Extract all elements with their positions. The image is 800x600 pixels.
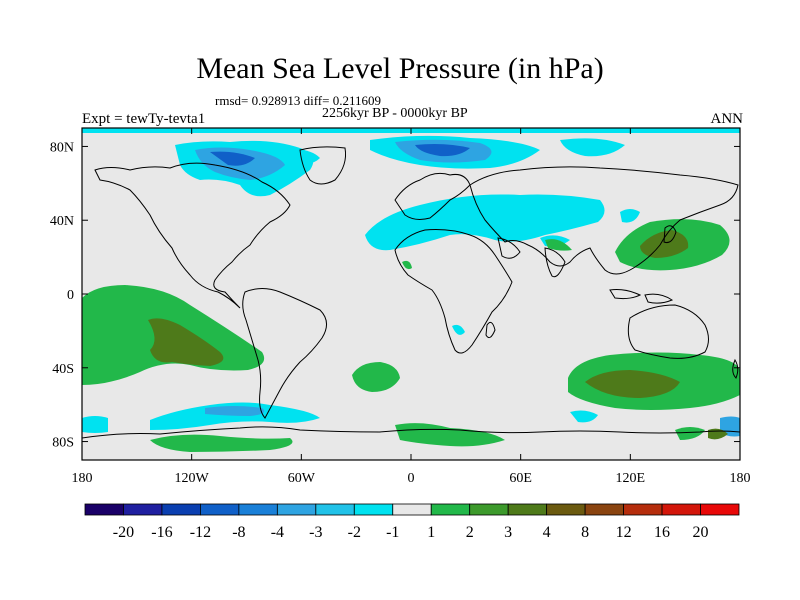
coastlines [82,146,740,439]
asia-coast [469,166,739,275]
india-coast [544,247,566,278]
plot-background [82,128,740,460]
northwest-pacific-high-core [640,230,689,258]
lat-tick-label: 40S [52,362,74,377]
colorbar-swatch [84,503,124,516]
east-asia-low-cell [620,209,640,223]
new-zealand-coast [732,358,739,379]
colorbar-swatch [546,503,586,516]
greenland-coast [299,146,346,185]
south-atlantic-high [352,362,400,392]
lon-tick-label: 120W [175,471,210,486]
eurasia-arctic-low-center [415,144,470,157]
stats-text: rmsd= 0.928913 diff= 0.211609 [215,93,381,108]
north-america-low-center [210,151,255,166]
lon-tick-label: 180 [730,471,751,486]
colorbar-swatch [353,503,394,516]
lon-tick-label: 180 [72,471,93,486]
north-america-coast [94,162,291,309]
lat-tick-label: 40N [50,214,74,229]
colorbar-swatch [276,503,317,516]
lon-tick-label: 60W [288,471,316,486]
colorbar-label: 3 [504,524,512,541]
south-africa-low-cell [452,324,465,335]
colorbar-label: -4 [271,524,284,541]
antarctic-high-west [150,434,293,452]
experiment-label: Expt = tewTy-tevta1 [82,111,206,127]
colorbar: -20 -16 -12 -8 -4 -3 -2 -1 1 2 3 4 8 12 16 20 [84,503,740,541]
ross-sea-low [82,416,108,433]
colorbar-label: 8 [581,524,589,541]
colorbar-swatch [392,503,432,516]
colorbar-swatch [700,503,740,516]
pressure-anomaly-field [82,128,740,452]
south-america-coast [242,288,327,419]
antarctic-high-atlantic [395,423,505,447]
lon-tick-label: 0 [408,471,415,486]
southern-ocean-low-core [205,406,265,416]
colorbar-label: 2 [466,524,474,541]
axis-ticks: 180 120W 60W 0 60E 120E 180 80N 40N 0 40S 80S [50,128,751,486]
colorbar-label: -12 [190,524,211,541]
indian-ocean-high-core [585,370,680,398]
africa-coast [394,229,513,354]
southern-ocean-low [150,402,320,430]
lat-tick-label: 80N [50,140,74,155]
colorbar-swatch [161,503,201,516]
colorbar-swatch [469,503,509,516]
japan-coast [663,225,677,243]
colorbar-label: -16 [151,524,172,541]
indonesia-coast [609,289,642,300]
colorbar-swatch [623,503,663,516]
colorbar-label: 1 [427,524,435,541]
colorbar-swatch [507,503,548,516]
antarctic-low-cell [570,410,598,423]
colorbar-label: -3 [309,524,322,541]
india-high-cell [545,239,572,251]
arabia-coast [497,237,521,259]
lat-tick-label: 80S [52,436,74,451]
colorbar-swatch [661,503,701,516]
colorbar-label: 12 [616,524,632,541]
colorbar-label: -1 [386,524,399,541]
colorbar-swatch [430,503,471,516]
lon-tick-label: 120E [616,471,646,486]
greenland-low-cell [290,149,320,164]
season-label: ANN [710,111,744,127]
southeast-pacific-high-core [148,318,224,366]
new-guinea-coast [644,293,674,304]
colorbar-label: 4 [543,524,551,541]
colorbar-label: 20 [693,524,709,541]
eurasia-midlat-low [365,194,605,251]
lat-tick-label: 0 [67,288,74,303]
colorbar-swatch [584,503,624,516]
colorbar-label: 16 [654,524,670,541]
colorbar-swatch [123,503,163,516]
madagascar-coast [485,321,496,339]
colorbar-swatch [200,503,240,516]
west-africa-high-cell [402,260,412,270]
antarctic-high-east [675,427,705,440]
colorbar-label: -8 [232,524,245,541]
antarctica-coast [82,426,740,439]
map-title: Mean Sea Level Pressure (in hPa) [196,52,604,85]
siberia-low-cell [560,138,625,157]
australia-coast [627,304,709,359]
period-text: 2256kyr BP - 0000kyr BP [322,106,468,121]
colorbar-swatch [315,503,355,516]
colorbar-label: -2 [348,524,361,541]
colorbar-swatch [238,503,278,516]
lon-tick-label: 60E [509,471,532,486]
colorbar-label: -20 [113,524,134,541]
